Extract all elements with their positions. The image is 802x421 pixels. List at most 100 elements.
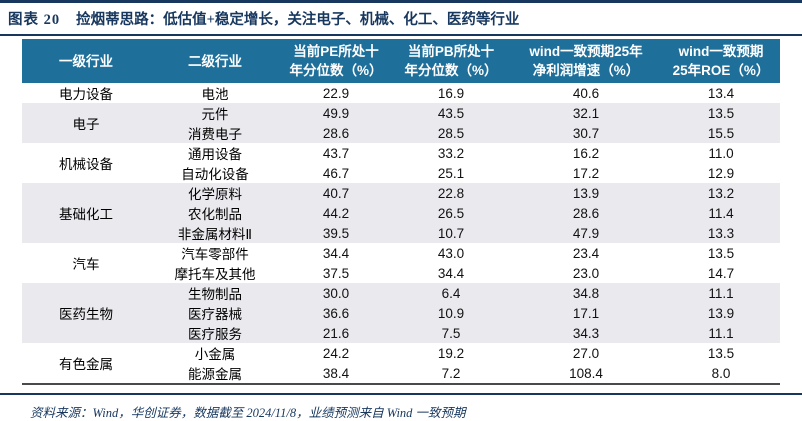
table-container: 一级行业 二级行业 当前PE所处十 年分位数（%） 当前PB所处十 年分位数（%） … bbox=[22, 39, 780, 385]
cell-profit-growth: 17.1 bbox=[510, 303, 662, 323]
figure-number: 图表 20 bbox=[8, 12, 61, 28]
header-text: 年分位数（%） bbox=[404, 63, 498, 78]
table-row: 消费电子 28.6 28.5 30.7 15.5 bbox=[22, 123, 780, 143]
table-row: 电子 元件 49.9 43.5 32.1 13.5 bbox=[22, 103, 780, 143]
cell-pb-percentile: 19.2 bbox=[437, 345, 465, 361]
header-text: wind一致预期 bbox=[678, 44, 764, 59]
top-rule bbox=[0, 0, 802, 3]
cell-subindustry: 自动化设备 bbox=[181, 167, 249, 182]
cell-subindustry: 小金属 bbox=[194, 347, 236, 362]
header-pb-percentile: 当前PB所处十 年分位数（%） bbox=[392, 39, 510, 83]
cell-subindustry: 化学原料 bbox=[150, 183, 280, 203]
header-text: 二级行业 bbox=[188, 53, 242, 69]
cell-subindustry: 能源金属 bbox=[188, 367, 242, 382]
cell-roe: 13.4 bbox=[707, 85, 735, 101]
cell-pe-percentile: 24.2 bbox=[322, 345, 350, 361]
cell-roe: 14.7 bbox=[707, 265, 735, 281]
cell-industry: 电子 bbox=[22, 103, 150, 143]
cell-pe-percentile: 44.2 bbox=[280, 203, 392, 223]
cell-roe: 13.2 bbox=[662, 183, 780, 203]
cell-profit-growth: 34.3 bbox=[510, 323, 662, 343]
cell-profit-growth: 108.4 bbox=[569, 365, 603, 381]
cell-pe-percentile: 30.0 bbox=[280, 283, 392, 303]
cell-subindustry: 电池 bbox=[201, 87, 229, 102]
cell-subindustry: 农化制品 bbox=[150, 203, 280, 223]
cell-profit-growth: 47.9 bbox=[510, 223, 662, 243]
table-row: 摩托车及其他 37.5 34.4 23.0 14.7 bbox=[22, 263, 780, 283]
cell-profit-growth: 13.9 bbox=[510, 183, 662, 203]
cell-roe: 13.9 bbox=[662, 303, 780, 323]
header-text: 当前PE所处十 bbox=[293, 44, 379, 59]
cell-industry: 汽车 bbox=[72, 257, 100, 272]
header-subindustry: 二级行业 bbox=[150, 39, 280, 83]
header-text: 一级行业 bbox=[59, 53, 113, 69]
cell-pb-percentile: 26.5 bbox=[392, 203, 510, 223]
cell-pe-percentile: 22.9 bbox=[322, 85, 350, 101]
cell-pb-percentile: 10.9 bbox=[392, 303, 510, 323]
table-row: 非金属材料Ⅱ 39.5 10.7 47.9 13.3 bbox=[22, 223, 780, 243]
cell-profit-growth: 28.6 bbox=[510, 203, 662, 223]
cell-roe: 11.1 bbox=[662, 323, 780, 343]
cell-pb-percentile: 43.0 bbox=[437, 245, 465, 261]
cell-pb-percentile: 34.4 bbox=[437, 265, 465, 281]
header-text: 当前PB所处十 bbox=[407, 44, 495, 59]
cell-profit-growth: 23.4 bbox=[572, 245, 600, 261]
cell-pb-percentile: 25.1 bbox=[437, 165, 465, 181]
cell-profit-growth: 16.2 bbox=[572, 145, 600, 161]
cell-roe: 11.4 bbox=[662, 203, 780, 223]
cell-pe-percentile: 46.7 bbox=[322, 165, 350, 181]
table-row: 医疗器械 36.6 10.9 17.1 13.9 bbox=[22, 303, 780, 323]
cell-pb-percentile: 10.7 bbox=[392, 223, 510, 243]
figure-caption: 图表 20 捡烟蒂思路：低估值+稳定增长，关注电子、机械、化工、医药等行业 bbox=[8, 10, 802, 31]
table-row: 医药生物 生物制品 30.0 6.4 34.8 11.1 bbox=[22, 283, 780, 343]
cell-pb-percentile: 33.2 bbox=[437, 145, 465, 161]
cell-roe: 15.5 bbox=[662, 123, 780, 143]
cell-roe: 13.5 bbox=[707, 245, 735, 261]
cell-profit-growth: 34.8 bbox=[510, 283, 662, 303]
cell-pb-percentile: 28.5 bbox=[392, 123, 510, 143]
cell-subindustry: 非金属材料Ⅱ bbox=[150, 223, 280, 243]
cell-roe: 13.3 bbox=[662, 223, 780, 243]
industry-table-body: 电力设备 电池 22.9 16.9 40.6 13.4 电子 元件 49.9 43.5 32.1 13… bbox=[22, 83, 780, 384]
cell-pe-percentile: 36.6 bbox=[280, 303, 392, 323]
cell-pb-percentile: 43.5 bbox=[392, 103, 510, 123]
cell-industry: 医药生物 bbox=[22, 283, 150, 343]
cell-roe: 11.0 bbox=[708, 145, 734, 161]
cell-roe: 13.5 bbox=[662, 103, 780, 123]
cell-subindustry: 汽车零部件 bbox=[181, 247, 249, 262]
cell-roe: 11.1 bbox=[662, 283, 780, 303]
cell-subindustry: 医疗器械 bbox=[150, 303, 280, 323]
footer-divider bbox=[0, 393, 802, 395]
cell-pe-percentile: 21.6 bbox=[280, 323, 392, 343]
header-row: 一级行业 二级行业 当前PE所处十 年分位数（%） 当前PB所处十 年分位数（%） … bbox=[22, 39, 780, 83]
cell-pb-percentile: 16.9 bbox=[437, 85, 465, 101]
cell-roe: 12.9 bbox=[707, 165, 735, 181]
table-row: 农化制品 44.2 26.5 28.6 11.4 bbox=[22, 203, 780, 223]
table-header: 一级行业 二级行业 当前PE所处十 年分位数（%） 当前PB所处十 年分位数（%） … bbox=[22, 39, 780, 83]
cell-pe-percentile: 28.6 bbox=[280, 123, 392, 143]
cell-subindustry: 医疗服务 bbox=[150, 323, 280, 343]
header-text: 净利润增速（%） bbox=[532, 63, 640, 78]
cell-pe-percentile: 37.5 bbox=[322, 265, 350, 281]
cell-roe: 8.0 bbox=[711, 365, 731, 381]
table-row: 汽车 汽车零部件 34.4 43.0 23.4 13.5 bbox=[22, 243, 780, 273]
table-row: 能源金属 38.4 7.2 108.4 8.0 bbox=[22, 363, 780, 384]
cell-profit-growth: 17.2 bbox=[572, 165, 600, 181]
source-note: 资料来源：Wind，华创证券，数据截至 2024/11/8，业绩预测来自 Win… bbox=[30, 406, 466, 420]
cell-subindustry: 通用设备 bbox=[188, 147, 242, 162]
cell-profit-growth: 27.0 bbox=[572, 345, 600, 361]
cell-roe: 13.5 bbox=[707, 345, 735, 361]
cell-pb-percentile: 7.5 bbox=[392, 323, 510, 343]
header-roe: wind一致预期 25年ROE（%） bbox=[662, 39, 780, 83]
cell-industry: 机械设备 bbox=[59, 157, 113, 172]
cell-industry: 基础化工 bbox=[22, 183, 150, 243]
cell-subindustry: 消费电子 bbox=[150, 123, 280, 143]
header-pe-percentile: 当前PE所处十 年分位数（%） bbox=[280, 39, 392, 83]
industry-table: 一级行业 二级行业 当前PE所处十 年分位数（%） 当前PB所处十 年分位数（%） … bbox=[22, 39, 780, 385]
cell-subindustry: 生物制品 bbox=[150, 283, 280, 303]
cell-profit-growth: 30.7 bbox=[510, 123, 662, 143]
cell-pe-percentile: 38.4 bbox=[322, 365, 350, 381]
cell-pe-percentile: 40.7 bbox=[280, 183, 392, 203]
cell-profit-growth: 23.0 bbox=[572, 265, 600, 281]
table-row: 有色金属 小金属 24.2 19.2 27.0 13.5 bbox=[22, 343, 780, 373]
